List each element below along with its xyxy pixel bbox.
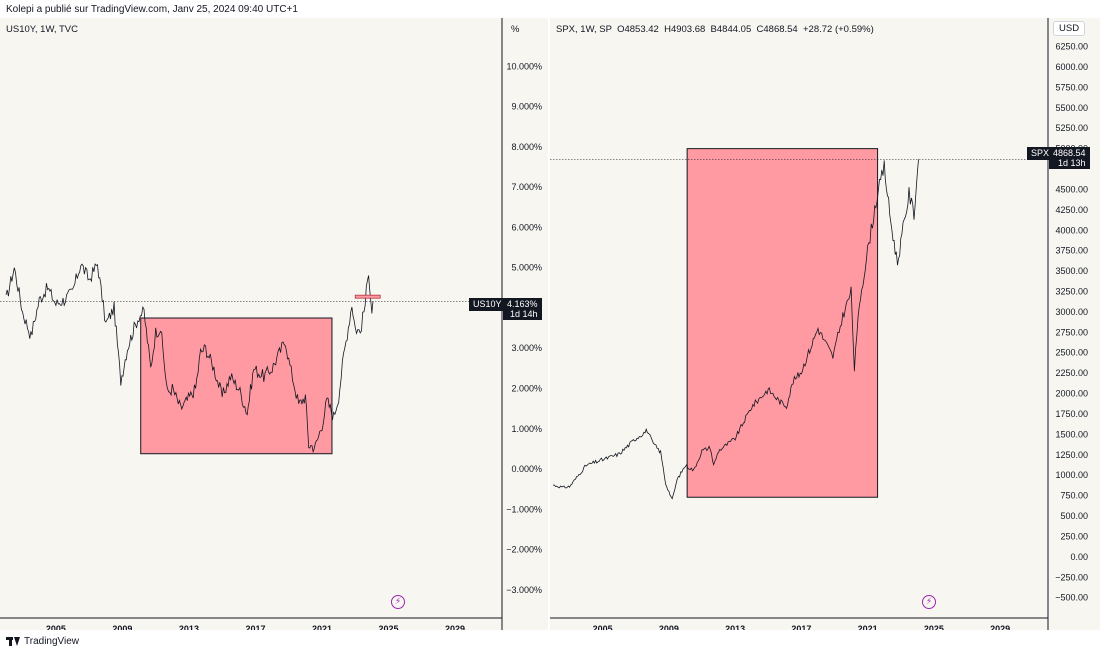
us10y-marker bbox=[354, 294, 381, 299]
spx-y-tick-label: 5750.00 bbox=[1055, 82, 1088, 92]
us10y-x-tick-label: 2021 bbox=[312, 624, 332, 630]
us10y-lightning-icon[interactable]: ⚡ bbox=[391, 595, 405, 609]
publication-line: Kolepi a publié sur TradingView.com, Jan… bbox=[6, 4, 298, 15]
us10y-y-tick-label: 8.000% bbox=[511, 142, 542, 152]
spx-y-tick-label: 2500.00 bbox=[1055, 348, 1088, 358]
spx-y-tick-label: 6250.00 bbox=[1055, 42, 1088, 52]
us10y-y-tick-label: 2.000% bbox=[511, 383, 542, 393]
spx-y-tick-label: 0.00 bbox=[1070, 552, 1088, 562]
spx-y-tick-label: 4250.00 bbox=[1055, 205, 1088, 215]
spx-y-tick-label: 1250.00 bbox=[1055, 450, 1088, 460]
spx-x-tick-label: 2021 bbox=[858, 624, 878, 630]
spx-chart[interactable]: 6250.006000.005750.005500.005250.005000.… bbox=[550, 18, 1100, 630]
us10y-x-tick-label: 2005 bbox=[46, 624, 66, 630]
spx-y-tick-label: 5500.00 bbox=[1055, 103, 1088, 113]
us10y-symbol-tag: US10Y bbox=[469, 298, 506, 311]
spx-last-price: 4868.54 bbox=[1053, 148, 1086, 158]
spx-y-tick-label: 2250.00 bbox=[1055, 368, 1088, 378]
us10y-last-price-tag: 4.163% 1d 14h bbox=[503, 298, 542, 320]
spx-lightning-icon[interactable]: ⚡ bbox=[922, 595, 936, 609]
spx-y-tick-label: 1750.00 bbox=[1055, 409, 1088, 419]
spx-last-price-tag: 4868.54 1d 13h bbox=[1049, 147, 1090, 169]
spx-y-tick-label: 1000.00 bbox=[1055, 470, 1088, 480]
us10y-y-tick-label: 3.000% bbox=[511, 343, 542, 353]
us10y-y-tick-label: 0.000% bbox=[511, 464, 542, 474]
us10y-y-tick-label: 7.000% bbox=[511, 182, 542, 192]
spx-y-tick-label: 4000.00 bbox=[1055, 225, 1088, 235]
footer-brand-label: TradingView bbox=[24, 636, 80, 647]
spx-y-tick-label: 3500.00 bbox=[1055, 266, 1088, 276]
spx-y-tick-label: 3000.00 bbox=[1055, 307, 1088, 317]
spx-y-tick-label: 750.00 bbox=[1060, 491, 1088, 501]
spx-legend: SPX, 1W, SP O4853.42 H4903.68 B4844.05 C… bbox=[556, 24, 874, 35]
spx-highlight-box bbox=[686, 148, 879, 498]
us10y-x-tick-label: 2009 bbox=[112, 624, 132, 630]
us10y-y-tick-label: 6.000% bbox=[511, 222, 542, 232]
us10y-countdown: 1d 14h bbox=[510, 309, 538, 319]
us10y-last-price: 4.163% bbox=[507, 299, 538, 309]
spx-y-tick-label: 4500.00 bbox=[1055, 184, 1088, 194]
tradingview-logo-icon bbox=[6, 637, 20, 646]
us10y-unit-label: % bbox=[511, 24, 520, 35]
us10y-x-tick-label: 2017 bbox=[245, 624, 265, 630]
us10y-price-series bbox=[5, 263, 374, 454]
spx-y-tick-label: 2000.00 bbox=[1055, 389, 1088, 399]
us10y-x-tick-label: 2025 bbox=[379, 624, 399, 630]
spx-y-tick-label: −250.00 bbox=[1055, 572, 1088, 582]
us10y-y-tick-label: 1.000% bbox=[511, 424, 542, 434]
spx-y-tick-label: 2750.00 bbox=[1055, 327, 1088, 337]
spx-countdown: 1d 13h bbox=[1058, 158, 1086, 168]
us10y-chart-panel[interactable]: 10.000% 9.000% 8.000% 7.000% 6.000% 5.000% 3.0… bbox=[0, 18, 548, 630]
spx-y-tick-label: 6000.00 bbox=[1055, 62, 1088, 72]
us10y-x-tick-label: 2013 bbox=[179, 624, 199, 630]
us10y-chart[interactable]: 10.000% 9.000% 8.000% 7.000% 6.000% 5.000% 3.0… bbox=[0, 18, 548, 630]
spx-y-tick-label: 250.00 bbox=[1060, 531, 1088, 541]
us10y-y-tick-label: 9.000% bbox=[511, 102, 542, 112]
us10y-y-tick-label: 5.000% bbox=[511, 263, 542, 273]
us10y-legend: US10Y, 1W, TVC bbox=[6, 24, 78, 35]
spx-unit-label[interactable]: USD bbox=[1053, 21, 1086, 36]
spx-x-tick-label: 2025 bbox=[924, 624, 944, 630]
spx-x-tick-label: 2029 bbox=[990, 624, 1010, 630]
footer-brand[interactable]: TradingView bbox=[6, 636, 79, 647]
spx-y-tick-label: 3250.00 bbox=[1055, 287, 1088, 297]
us10y-y-tick-label: −2.000% bbox=[506, 545, 542, 555]
spx-y-tick-label: 3750.00 bbox=[1055, 246, 1088, 256]
spx-y-tick-label: 5250.00 bbox=[1055, 123, 1088, 133]
us10y-y-tick-label: −1.000% bbox=[506, 504, 542, 514]
spx-price-series bbox=[552, 159, 919, 500]
spx-x-tick-label: 2017 bbox=[791, 624, 811, 630]
us10y-y-tick-label: 10.000% bbox=[506, 61, 542, 71]
spx-y-tick-label: 500.00 bbox=[1060, 511, 1088, 521]
spx-x-tick-label: 2013 bbox=[725, 624, 745, 630]
spx-symbol-tag: SPX bbox=[1027, 147, 1054, 160]
us10y-x-tick-label: 2029 bbox=[445, 624, 465, 630]
spx-x-tick-label: 2005 bbox=[593, 624, 613, 630]
spx-chart-panel[interactable]: 6250.006000.005750.005500.005250.005000.… bbox=[550, 18, 1100, 630]
spx-y-tick-label: 1500.00 bbox=[1055, 429, 1088, 439]
us10y-y-tick-label: −3.000% bbox=[506, 585, 542, 595]
spx-x-tick-label: 2009 bbox=[659, 624, 679, 630]
spx-y-tick-label: −500.00 bbox=[1055, 593, 1088, 603]
